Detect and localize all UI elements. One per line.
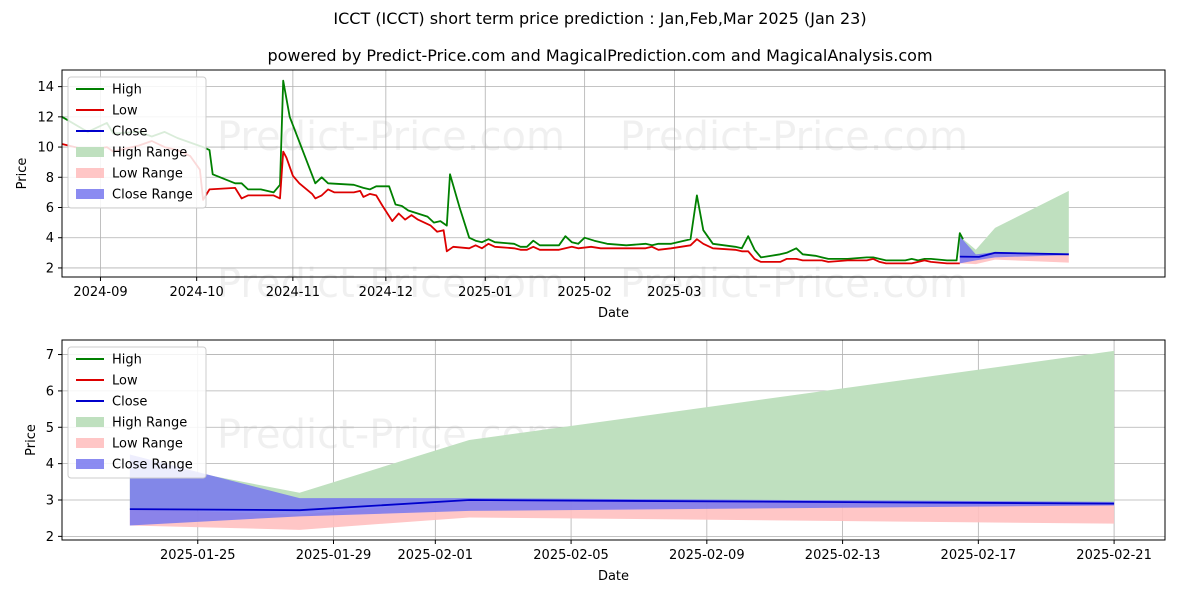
x-tick-label: 2025-02-13 — [805, 548, 881, 563]
chart-legend: High Low Close High Range Low Range Close Ran… — [67, 346, 207, 479]
y-tick-label: 6 — [46, 384, 54, 399]
y-tick-label: 7 — [46, 348, 54, 363]
watermark-text: Predict-Price.com — [217, 261, 565, 307]
x-tick-label: 2025-02-05 — [533, 548, 609, 563]
chart-legend: High Low Close High Range Low Range Close Ran… — [67, 76, 207, 209]
plot-frame — [61, 69, 1166, 278]
y-tick-label: 10 — [37, 141, 54, 156]
y-tick-label: 2 — [46, 261, 54, 276]
chart-panel-top: Predict-Price.com Predict-Price.com Predic… — [15, 69, 1166, 321]
watermark-text: Predict-Price.com — [217, 114, 565, 160]
y-tick-label: 4 — [46, 231, 54, 246]
y-axis-label: Price — [15, 158, 30, 190]
legend-entry: Close — [112, 125, 147, 140]
plot-frame — [61, 339, 1166, 541]
legend-entry: Low — [112, 104, 138, 119]
y-tick-label: 5 — [46, 421, 54, 436]
legend-entry: Low Range — [112, 167, 183, 182]
y-tick-label: 8 — [46, 171, 54, 186]
x-tick-label: 2024-10 — [170, 285, 224, 300]
x-axis-label: Date — [598, 306, 629, 321]
x-tick-label: 2025-02-09 — [669, 548, 745, 563]
legend-entry: High — [112, 353, 142, 368]
legend-swatch — [76, 189, 104, 199]
legend-entry: Low Range — [112, 437, 183, 452]
legend-entry: Close — [112, 395, 147, 410]
legend-entry: High Range — [112, 416, 187, 431]
legend-entry: High Range — [112, 146, 187, 161]
legend-entry: Close Range — [112, 458, 193, 473]
x-tick-label: 2025-02-21 — [1076, 548, 1152, 563]
x-tick-label: 2025-02-17 — [941, 548, 1017, 563]
close-range-band — [129, 454, 1115, 526]
x-tick-label: 2024-09 — [73, 285, 127, 300]
legend-swatch — [76, 417, 104, 427]
x-tick-label: 2024-11 — [266, 285, 320, 300]
y-tick-label: 3 — [46, 494, 54, 509]
x-tick-label: 2025-01-25 — [160, 548, 236, 563]
y-tick-label: 14 — [37, 80, 54, 95]
legend-swatch — [76, 459, 104, 469]
legend-entry: Low — [112, 374, 138, 389]
close-series-line — [959, 251, 1069, 258]
y-tick-label: 2 — [46, 530, 54, 545]
x-axis-label: Date — [598, 569, 629, 584]
y-axis-label: Price — [24, 424, 39, 456]
watermark-text: Predict-Price.com — [620, 261, 968, 307]
low-series-line — [61, 140, 960, 265]
x-tick-label: 2025-02 — [557, 285, 611, 300]
close-range-band — [959, 236, 1069, 264]
watermark-text: Predict-Price.com — [620, 114, 968, 160]
y-tick-label: 4 — [46, 457, 54, 472]
x-tick-label: 2025-01-29 — [296, 548, 372, 563]
high-series-line — [61, 79, 964, 262]
chart-panel-bottom: Predict-Price.comPredict-Price.com2025-0… — [24, 339, 1166, 584]
chart-title: ICCT (ICCT) short term price prediction … — [333, 9, 867, 28]
x-tick-label: 2025-01 — [458, 285, 512, 300]
y-tick-label: 12 — [37, 110, 54, 125]
x-tick-label: 2025-02-01 — [398, 548, 474, 563]
legend-swatch — [76, 147, 104, 157]
legend-entry: High — [112, 83, 142, 98]
legend-swatch — [76, 168, 104, 178]
legend-swatch — [76, 438, 104, 448]
x-tick-label: 2025-03 — [647, 285, 701, 300]
close-series-line — [129, 499, 1115, 512]
legend-entry: Close Range — [112, 188, 193, 203]
chart-subtitle: powered by Predict-Price.com and Magical… — [267, 46, 933, 65]
high-range-band — [959, 190, 1069, 257]
high-range-band — [129, 350, 1115, 511]
y-tick-label: 6 — [46, 201, 54, 216]
x-tick-label: 2024-12 — [359, 285, 413, 300]
